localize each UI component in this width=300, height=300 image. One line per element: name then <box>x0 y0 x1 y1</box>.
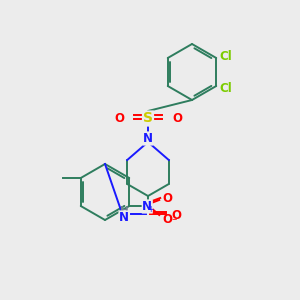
Text: H: H <box>120 206 128 216</box>
Text: O: O <box>114 112 124 125</box>
Text: S: S <box>143 112 153 125</box>
Text: Cl: Cl <box>219 50 232 62</box>
Text: O: O <box>171 209 181 222</box>
Text: O: O <box>162 213 172 226</box>
Text: ⁻: ⁻ <box>171 217 177 227</box>
Text: Cl: Cl <box>219 82 232 94</box>
Text: O: O <box>172 112 182 125</box>
Text: N: N <box>142 200 152 213</box>
Text: N: N <box>119 211 129 224</box>
Text: O: O <box>162 192 172 205</box>
Text: N: N <box>143 132 153 145</box>
Text: +: + <box>147 205 154 214</box>
